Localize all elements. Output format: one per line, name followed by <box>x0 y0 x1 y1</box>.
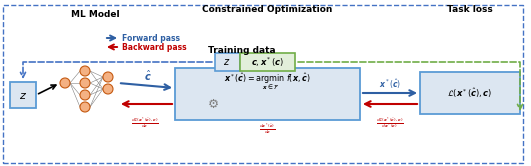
Text: $\frac{d\boldsymbol{x}^*(\hat{\boldsymbol{c}})}{d\hat{\boldsymbol{c}}}$: $\frac{d\boldsymbol{x}^*(\hat{\boldsymbo… <box>259 121 275 137</box>
Text: $\frac{d\mathcal{L}(\boldsymbol{x}^*(\hat{\boldsymbol{c}}), \boldsymbol{c})}{d\,: $\frac{d\mathcal{L}(\boldsymbol{x}^*(\ha… <box>376 116 404 130</box>
Text: $z$: $z$ <box>19 89 27 100</box>
Text: $\boldsymbol{c}, \boldsymbol{x}^*(\boldsymbol{c})$: $\boldsymbol{c}, \boldsymbol{x}^*(\bolds… <box>251 55 284 69</box>
Text: $\frac{d\mathcal{L}(\boldsymbol{x}^*(\hat{\boldsymbol{c}}), \boldsymbol{c})}{d\h: $\frac{d\mathcal{L}(\boldsymbol{x}^*(\ha… <box>131 115 159 131</box>
Text: $\hat{\boldsymbol{c}}$: $\hat{\boldsymbol{c}}$ <box>144 69 152 83</box>
Text: $\boldsymbol{x}^*(\hat{\boldsymbol{c}})$: $\boldsymbol{x}^*(\hat{\boldsymbol{c}})$ <box>379 77 401 91</box>
Text: ML Model: ML Model <box>71 9 119 18</box>
Circle shape <box>103 84 113 94</box>
Circle shape <box>80 102 90 112</box>
Text: $\boldsymbol{x}^*(\hat{\boldsymbol{c}}) = \underset{\boldsymbol{x} \in \mathcal{: $\boldsymbol{x}^*(\hat{\boldsymbol{c}}) … <box>224 72 310 92</box>
Text: Constrained Optimization: Constrained Optimization <box>202 4 332 13</box>
FancyBboxPatch shape <box>240 53 295 71</box>
FancyBboxPatch shape <box>420 72 520 114</box>
Text: Forward pass: Forward pass <box>122 34 180 42</box>
Circle shape <box>80 66 90 76</box>
Text: Backward pass: Backward pass <box>122 42 186 51</box>
FancyBboxPatch shape <box>215 53 240 71</box>
Circle shape <box>60 78 70 88</box>
Circle shape <box>80 78 90 88</box>
Text: Task loss: Task loss <box>447 4 493 13</box>
FancyBboxPatch shape <box>175 68 360 120</box>
Circle shape <box>103 72 113 82</box>
Circle shape <box>80 90 90 100</box>
FancyBboxPatch shape <box>10 82 36 108</box>
Text: $\mathcal{L}(\boldsymbol{x}^*(\hat{\boldsymbol{c}}), \boldsymbol{c})$: $\mathcal{L}(\boldsymbol{x}^*(\hat{\bold… <box>447 86 493 100</box>
Text: Training data: Training data <box>208 45 276 54</box>
Text: $z$: $z$ <box>224 57 230 67</box>
Text: ⚙: ⚙ <box>208 97 219 111</box>
